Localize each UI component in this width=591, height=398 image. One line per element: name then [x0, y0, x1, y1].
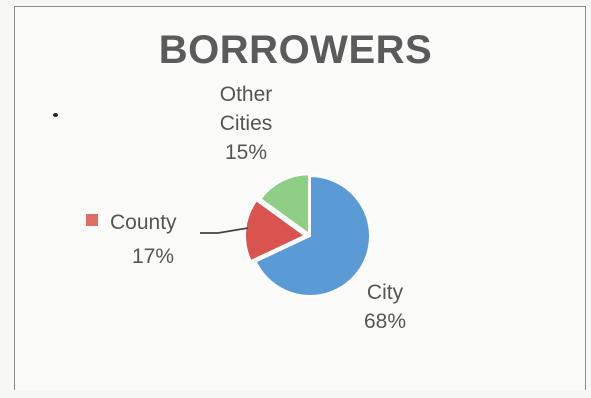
label-other-line2: Cities: [219, 112, 273, 135]
label-city: City 68%: [350, 278, 420, 336]
label-other-pct: 15%: [224, 141, 268, 164]
chart-title: BORROWERS: [158, 28, 433, 72]
county-leader-line: [200, 227, 249, 234]
label-other-line1: Other: [219, 83, 273, 106]
label-county-name: County: [110, 211, 177, 234]
pie-slice-county: [244, 198, 307, 263]
pie-slice-city: [254, 174, 371, 297]
county-legend-key: [86, 214, 98, 226]
label-city-name: City: [366, 281, 404, 304]
pie-slices: [244, 173, 371, 297]
label-city-pct: 68%: [363, 310, 407, 333]
label-other-cities: Other Cities 15%: [196, 80, 296, 167]
stray-mark: [53, 113, 58, 117]
label-county-pct: 17%: [132, 245, 175, 268]
pie-slice-other-cities: [259, 173, 311, 237]
